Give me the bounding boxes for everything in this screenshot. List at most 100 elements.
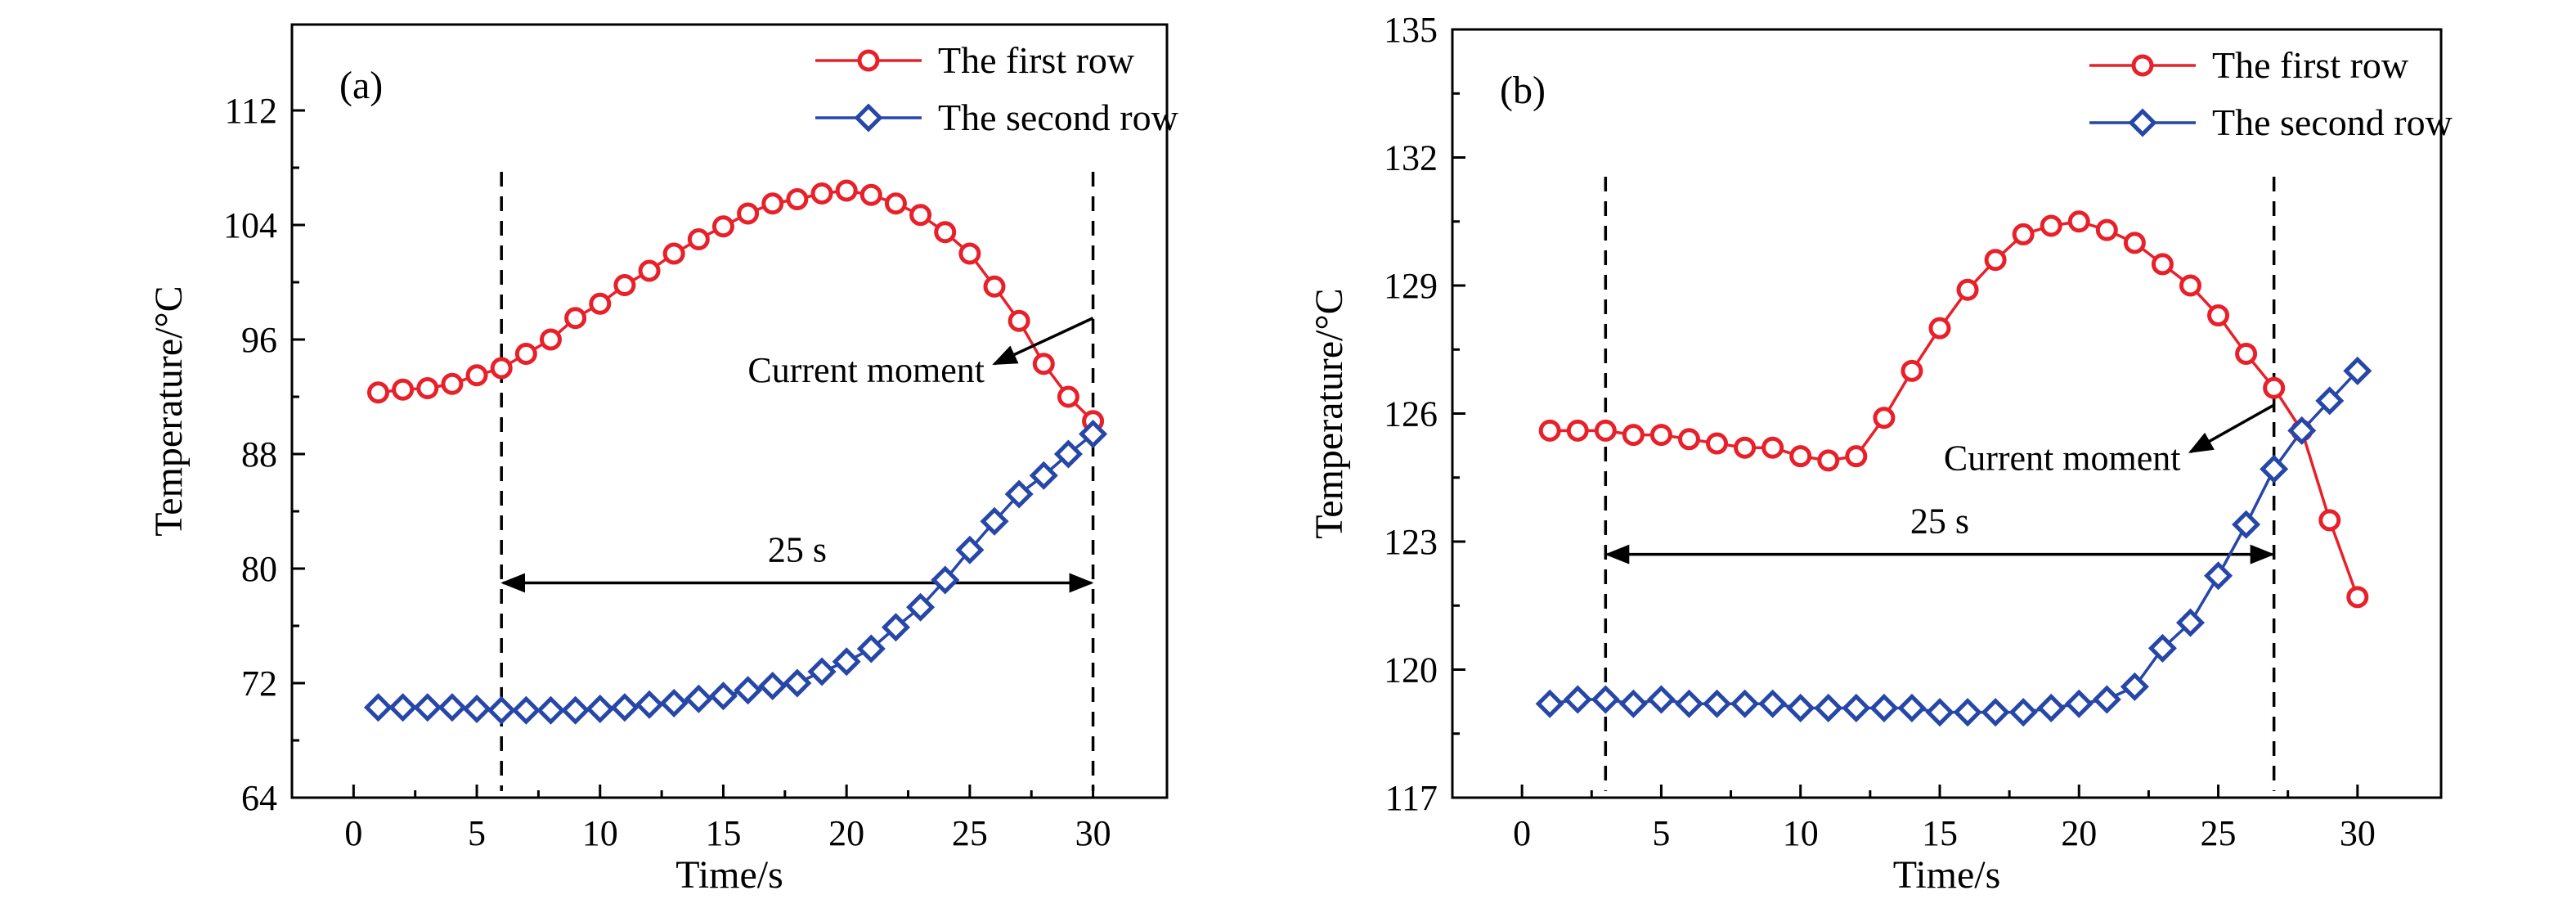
annotation-label: Current moment [747,350,985,390]
data-point-first-row [835,179,858,202]
data-point-first-row [392,378,415,401]
chart-panel-a: 0 5 10 15 20 25 30 64 72 80 88 96 104 112 Time/s Temper… [147,23,1179,897]
data-point-first-row [441,372,464,395]
data-point-first-row [2318,509,2341,532]
data-point-second-row [1591,685,1620,714]
x-tick-label: 20 [828,813,864,853]
data-point-first-row [983,275,1006,298]
legend-marker-circle [857,49,880,72]
data-point-second-row [1758,689,1788,718]
legend-label: The first row [938,39,1135,81]
annotation-arrow [992,317,1094,366]
data-point-first-row [2207,304,2230,327]
chart-panel-b: 0 5 10 15 20 25 30 117 120 123 126 129 132 135 Time/s T… [1308,10,2453,897]
data-point-first-row [810,182,833,205]
data-point-second-row [1869,693,1899,722]
data-point-first-row [1789,445,1812,468]
data-point-first-row [2263,376,2286,399]
x-tick-label: 0 [344,813,362,853]
x-tick-label: 10 [1783,813,1819,853]
data-point-second-row [1897,693,1927,722]
data-point-second-row [511,695,541,725]
data-point-second-row [708,681,738,711]
data-point-first-row [1566,419,1589,442]
data-point-second-row [1646,685,1676,714]
data-point-first-row [958,242,981,265]
data-point-first-row [613,274,636,296]
data-point-second-row [2036,693,2066,722]
data-point-first-row [2067,210,2090,233]
data-point-first-row [366,381,389,404]
data-point-first-row [1956,278,1979,301]
data-point-second-row [1702,689,1732,718]
data-point-second-row [980,506,1009,536]
y-tick-label: 72 [241,663,277,704]
data-point-first-row [2123,232,2146,254]
legend-label: The first row [2212,44,2409,86]
data-point-second-row [931,565,960,595]
data-point-second-row [1674,689,1704,718]
data-point-second-row [832,647,861,677]
data-point-first-row [1538,419,1561,442]
data-point-first-row [1622,424,1645,447]
y-axis-label: Temperature/°C [147,286,191,536]
data-point-first-row [761,192,784,215]
data-point-second-row [1786,693,1815,722]
data-point-second-row [2204,561,2233,591]
y-tick-label: 96 [241,320,277,360]
data-point-second-row [1925,698,1954,727]
data-point-first-row [490,357,513,380]
data-point-first-row [1649,424,1672,447]
data-point-second-row [2287,416,2317,445]
data-point-second-row [610,693,640,722]
data-point-first-row [1594,419,1617,442]
x-tick-label: 10 [582,813,618,853]
data-point-second-row [1981,698,2010,727]
data-point-second-row [2120,672,2149,701]
data-point-first-row [465,364,488,387]
data-point-second-row [807,657,837,686]
x-tick-label: 15 [705,813,741,853]
data-point-first-row [1901,359,1923,382]
x-tick-label: 20 [2061,813,2097,853]
panel-label: (a) [339,64,383,107]
legend-label: The second row [938,97,1179,138]
data-point-first-row [416,377,439,399]
x-tick-label: 30 [1075,813,1111,853]
y-tick-label: 80 [241,549,277,589]
data-point-second-row [635,690,664,719]
y-tick-label: 104 [223,205,277,245]
data-point-second-row [2064,689,2094,718]
y-tick-label: 88 [241,434,277,474]
data-point-second-row [659,688,689,718]
y-tick-label: 126 [1384,394,1438,434]
plot-frame [290,23,1169,799]
plot-frame [1451,28,2443,799]
y-tick-label: 117 [1385,778,1438,818]
span-label: 25 s [768,530,827,570]
x-axis-label: Time/s [1893,853,2001,897]
data-point-second-row [438,693,467,722]
data-point-second-row [413,693,442,722]
data-point-second-row [906,592,936,622]
data-point-second-row [1535,689,1564,718]
data-point-second-row [388,693,418,722]
data-point-second-row [734,676,763,705]
data-point-second-row [2147,633,2177,663]
data-point-first-row [1761,436,1784,459]
y-tick-label: 132 [1384,138,1438,178]
data-point-first-row [687,228,710,250]
data-point-second-row [2343,356,2372,385]
data-point-second-row [758,671,788,701]
x-tick-label: 0 [1513,813,1531,853]
data-point-first-row [711,215,734,238]
data-point-first-row [1008,309,1030,332]
data-point-second-row [783,668,812,698]
data-point-first-row [2346,586,2369,609]
data-point-second-row [536,695,566,725]
data-point-first-row [2012,223,2035,245]
data-point-second-row [684,684,713,713]
data-point-second-row [2092,685,2121,714]
legend-marker-diamond [2128,108,2157,137]
